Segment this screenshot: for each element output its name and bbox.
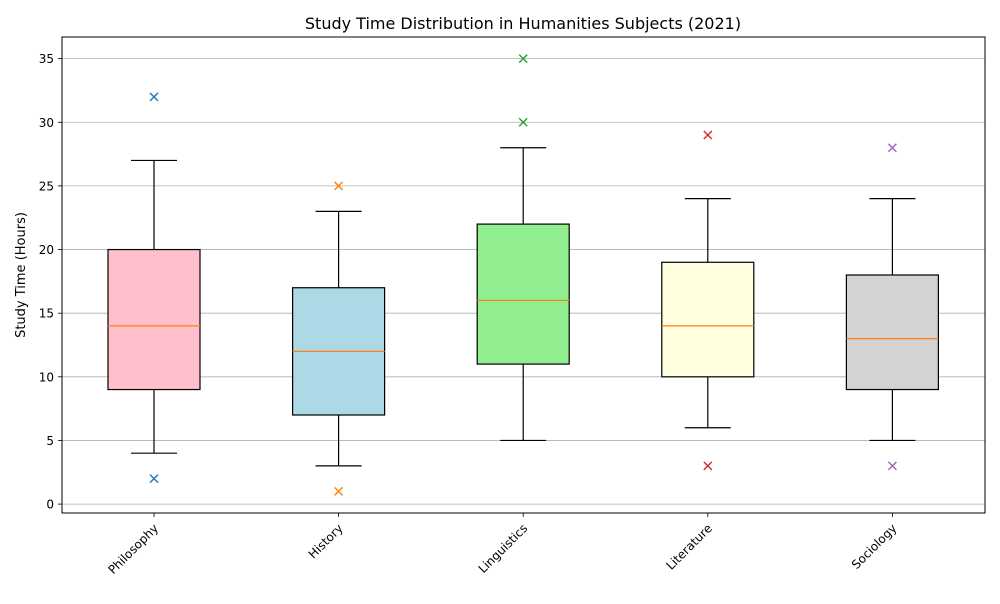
- outlier-marker: [518, 117, 528, 127]
- plot-frame: [61, 36, 986, 514]
- outlier-stroke: [887, 461, 897, 471]
- y-tick-label: 10: [39, 370, 54, 384]
- outlier-stroke: [703, 461, 713, 471]
- outlier-marker: [703, 461, 713, 471]
- y-tick-label: 25: [39, 179, 54, 193]
- box-group-literature: [661, 130, 755, 471]
- box-group-philosophy: [107, 92, 201, 484]
- y-axis-label: Study Time (Hours): [14, 212, 29, 338]
- outlier-marker: [887, 143, 897, 153]
- outlier-marker: [334, 181, 344, 191]
- chart-title: Study Time Distribution in Humanities Su…: [305, 14, 741, 33]
- y-tick-label: 0: [46, 498, 54, 512]
- outlier-stroke: [149, 92, 159, 102]
- box-group-history: [292, 181, 386, 496]
- box-group-linguistics: [476, 54, 570, 442]
- outlier-marker: [149, 474, 159, 484]
- y-tick-label: 20: [39, 243, 54, 257]
- outlier-stroke: [518, 54, 528, 64]
- y-tick-label: 5: [46, 434, 54, 448]
- outlier-marker: [149, 92, 159, 102]
- outlier-marker: [887, 461, 897, 471]
- outlier-stroke: [149, 474, 159, 484]
- iqr-box: [476, 223, 570, 365]
- y-tick-label: 15: [39, 307, 54, 321]
- outlier-stroke: [334, 486, 344, 496]
- iqr-box: [107, 248, 201, 391]
- outlier-stroke: [887, 143, 897, 153]
- iqr-box: [661, 261, 755, 378]
- iqr-box: [845, 274, 940, 391]
- box-layer: [107, 54, 940, 496]
- outlier-marker: [518, 54, 528, 64]
- outlier-stroke: [703, 130, 713, 140]
- outlier-marker: [703, 130, 713, 140]
- y-tick-label: 30: [39, 116, 54, 130]
- box-group-sociology: [845, 143, 940, 471]
- outlier-stroke: [334, 181, 344, 191]
- y-tick-label: 35: [39, 52, 54, 66]
- outlier-marker: [334, 486, 344, 496]
- outlier-stroke: [518, 117, 528, 127]
